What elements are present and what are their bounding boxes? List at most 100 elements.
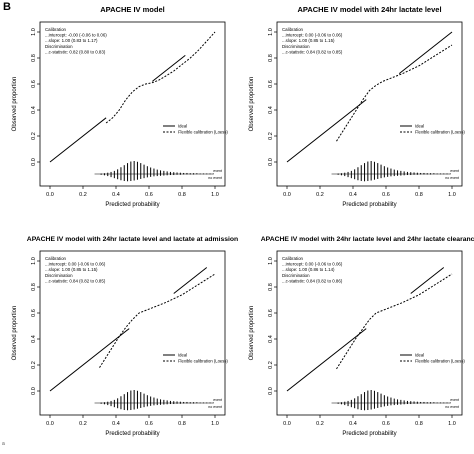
y-tick-label: 1.0 xyxy=(31,28,37,36)
stats-line: ...intercept: 0.00 (-0.06 to 0.06) xyxy=(282,262,343,267)
chart-panel-1: APACHE IV model 0.0 0.2 0.4 0.6 0.8 1.0 0.0 0.2 0… xyxy=(12,5,228,208)
legend-ideal-label: Ideal xyxy=(178,124,187,129)
x-tick-label: 0.0 xyxy=(46,192,54,198)
x-tick-label: 0.4 xyxy=(349,192,357,198)
legend-ideal-label: Ideal xyxy=(178,353,187,358)
chart-title: APACHE IV model with 24hr lactate level … xyxy=(261,236,474,243)
y-tick-label: 0.2 xyxy=(31,361,37,369)
legend-loess-label: Flexible calibration (Loess) xyxy=(415,130,465,135)
histogram-no-event-label: no event xyxy=(445,176,459,180)
x-tick-label: 0.4 xyxy=(112,421,120,427)
legend-ideal-label: Ideal xyxy=(415,353,424,358)
ideal-line-segment xyxy=(151,55,186,82)
histogram-no-event-label: no event xyxy=(208,405,222,409)
stats-line: ...slope: 1.00 (0.85 to 1.15) xyxy=(45,267,98,272)
legend-loess-label: Flexible calibration (Loess) xyxy=(415,359,465,364)
chart-title: APACHE IV model xyxy=(100,5,164,14)
stats-line: ...c-statistic: 0.84 (0.82 to 0.85) xyxy=(45,278,106,283)
x-tick-label: 0.8 xyxy=(178,192,186,198)
stats-line: ...c-statistic: 0.82 (0.80 to 0.83) xyxy=(45,49,106,54)
y-axis-label: Observed proportion xyxy=(249,77,255,132)
x-axis-label: Predicted probability xyxy=(105,202,159,208)
y-tick-label: 0.0 xyxy=(268,158,274,166)
stats-line: Discrimination xyxy=(282,273,310,278)
y-tick-label: 0.6 xyxy=(31,80,37,88)
loess-calibration-curve xyxy=(105,31,216,124)
x-tick-label: 1.0 xyxy=(448,421,456,427)
x-tick-label: 0.0 xyxy=(283,192,291,198)
plot-frame xyxy=(39,250,226,416)
histogram-event-label: event xyxy=(213,398,222,402)
y-tick-label: 0.6 xyxy=(268,309,274,317)
plot-frame xyxy=(276,21,463,187)
y-tick-label: 0.4 xyxy=(31,335,37,343)
y-tick-label: 0.4 xyxy=(268,335,274,343)
ideal-line-segment xyxy=(49,117,107,163)
loess-calibration-curve xyxy=(99,273,216,368)
stats-line: ...slope: 1.00 (0.85 to 1.15) xyxy=(282,38,335,43)
x-tick-label: 0.4 xyxy=(349,421,357,427)
chart-panel-3: APACHE IV model with 24hr lactate level … xyxy=(12,236,238,437)
x-tick-label: 1.0 xyxy=(211,421,219,427)
y-tick-label: 0.4 xyxy=(268,106,274,114)
y-tick-label: 0.8 xyxy=(268,54,274,62)
x-axis-label: Predicted probability xyxy=(342,202,396,208)
stats-line: Discrimination xyxy=(45,273,73,278)
plot-frame xyxy=(39,21,226,187)
y-tick-label: 1.0 xyxy=(31,257,37,265)
legend-loess-label: Flexible calibration (Loess) xyxy=(178,359,228,364)
plot-frame xyxy=(276,250,463,416)
ideal-line-segment xyxy=(398,31,453,74)
x-axis-label: Predicted probability xyxy=(105,431,159,437)
stats-line: ...intercept: 0.00 (-0.06 to 0.06) xyxy=(45,262,106,267)
x-tick-label: 0.6 xyxy=(145,192,153,198)
x-tick-label: 0.2 xyxy=(316,192,324,198)
histogram-no-event-label: no event xyxy=(208,176,222,180)
loess-calibration-curve xyxy=(336,44,453,142)
x-tick-label: 1.0 xyxy=(448,192,456,198)
x-tick-label: 0.8 xyxy=(415,421,423,427)
stats-line: ...slope: 1.00 (0.83 to 1.17) xyxy=(45,38,98,43)
histogram-event-label: event xyxy=(450,169,459,173)
ideal-line-segment xyxy=(286,99,367,163)
y-tick-label: 0.6 xyxy=(268,80,274,88)
y-tick-label: 0.8 xyxy=(31,283,37,291)
stats-line: ...intercept: -0.00 (-0.06 to 0.06) xyxy=(45,33,107,38)
y-tick-label: 1.0 xyxy=(268,28,274,36)
ideal-line-segment xyxy=(173,267,208,294)
x-tick-label: 0.6 xyxy=(145,421,153,427)
chart-title: APACHE IV model with 24hr lactate level xyxy=(297,5,441,14)
legend-ideal-label: Ideal xyxy=(415,124,424,129)
corner-mark: a xyxy=(2,441,5,447)
x-tick-label: 1.0 xyxy=(211,192,219,198)
histogram-event-label: event xyxy=(213,169,222,173)
panel-letter: B xyxy=(3,1,11,13)
y-axis-label: Observed proportion xyxy=(12,77,18,132)
chart-title: APACHE IV model with 24hr lactate level … xyxy=(27,236,238,243)
y-tick-label: 0.2 xyxy=(268,132,274,140)
x-tick-label: 0.4 xyxy=(112,192,120,198)
ideal-line-segment xyxy=(49,328,130,392)
y-axis-label: Observed proportion xyxy=(12,306,18,361)
y-tick-label: 0.2 xyxy=(31,132,37,140)
histogram-event-label: event xyxy=(450,398,459,402)
y-tick-label: 0.2 xyxy=(268,361,274,369)
histogram-no-event-label: no event xyxy=(445,405,459,409)
stats-line: Calibration xyxy=(45,27,67,32)
stats-line: Calibration xyxy=(282,27,304,32)
y-tick-label: 0.6 xyxy=(31,309,37,317)
x-tick-label: 0.2 xyxy=(316,421,324,427)
stats-line: Discrimination xyxy=(282,44,310,49)
x-tick-label: 0.6 xyxy=(382,192,390,198)
chart-panel-2: APACHE IV model with 24hr lactate level 0… xyxy=(249,5,465,208)
x-tick-label: 0.2 xyxy=(79,192,87,198)
y-tick-label: 0.8 xyxy=(31,54,37,62)
stats-line: ...slope: 1.00 (0.86 to 1.14) xyxy=(282,267,335,272)
y-tick-label: 1.0 xyxy=(268,257,274,265)
y-tick-label: 0.8 xyxy=(268,283,274,291)
stats-line: Discrimination xyxy=(45,44,73,49)
x-tick-label: 0.2 xyxy=(79,421,87,427)
ideal-line-segment xyxy=(286,328,367,392)
y-tick-label: 0.0 xyxy=(268,387,274,395)
